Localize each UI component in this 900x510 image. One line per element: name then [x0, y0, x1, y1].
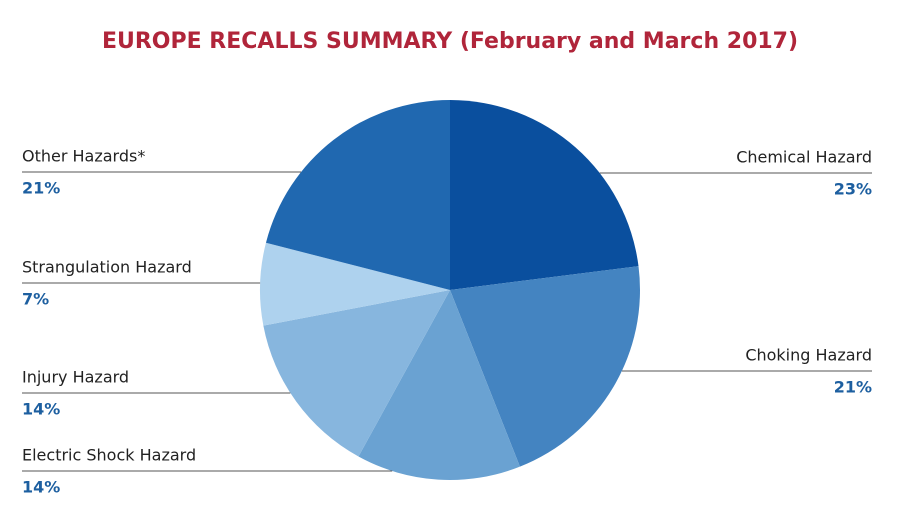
value-label: 21% [834, 378, 872, 397]
slice-label: Other Hazards* [22, 147, 145, 166]
slice-label: Strangulation Hazard [22, 258, 192, 277]
pie-slice [358, 290, 520, 480]
slice-label: Injury Hazard [22, 368, 129, 387]
pie-slice [260, 242, 450, 326]
pie-slice [450, 266, 640, 467]
value-label: 14% [22, 478, 60, 497]
value-label: 7% [22, 290, 49, 309]
pie-slice [450, 100, 639, 290]
slice-label: Choking Hazard [745, 346, 872, 365]
slice-label: Electric Shock Hazard [22, 446, 196, 465]
value-label: 21% [22, 179, 60, 198]
chart-title: EUROPE RECALLS SUMMARY (February and Mar… [102, 29, 798, 54]
slice-label: Chemical Hazard [736, 148, 872, 167]
value-label: 23% [834, 180, 872, 199]
value-label: 14% [22, 400, 60, 419]
pie-slice [263, 290, 450, 457]
pie-slice [265, 100, 450, 290]
